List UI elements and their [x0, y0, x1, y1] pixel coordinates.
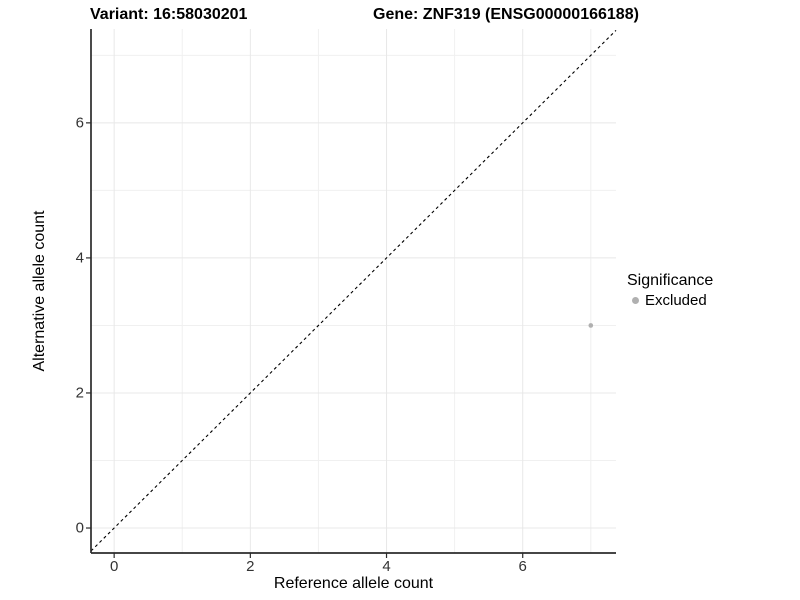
x-axis-title: Reference allele count [273, 575, 434, 592]
excluded-point-icon [632, 297, 639, 304]
plot-svg [86, 29, 617, 558]
plot-title-gene: Gene: ZNF319 (ENSG00000166188) [373, 6, 639, 23]
y-axis-tick-labels: 0 2 4 6 [0, 29, 84, 553]
y-tick-label: 2 [75, 384, 84, 402]
legend: Significance Excluded [627, 272, 713, 309]
y-tick-label: 4 [75, 249, 84, 267]
x-axis-tick-labels: 0 2 4 6 [91, 558, 616, 576]
plot-title-variant: Variant: 16:58030201 [90, 6, 248, 23]
x-tick-label: 0 [109, 558, 119, 575]
plot-panel [86, 29, 617, 558]
legend-item-excluded: Excluded [627, 292, 713, 309]
legend-title: Significance [627, 272, 714, 289]
y-tick-label: 6 [75, 114, 84, 132]
identity-reference-line [90, 29, 617, 552]
x-tick-label: 2 [246, 558, 255, 575]
x-tick-label: 6 [518, 558, 527, 575]
y-tick-label: 0 [75, 519, 84, 537]
x-tick-label: 4 [382, 558, 391, 575]
legend-item-label: Excluded [645, 292, 707, 309]
data-point-excluded [588, 323, 594, 328]
